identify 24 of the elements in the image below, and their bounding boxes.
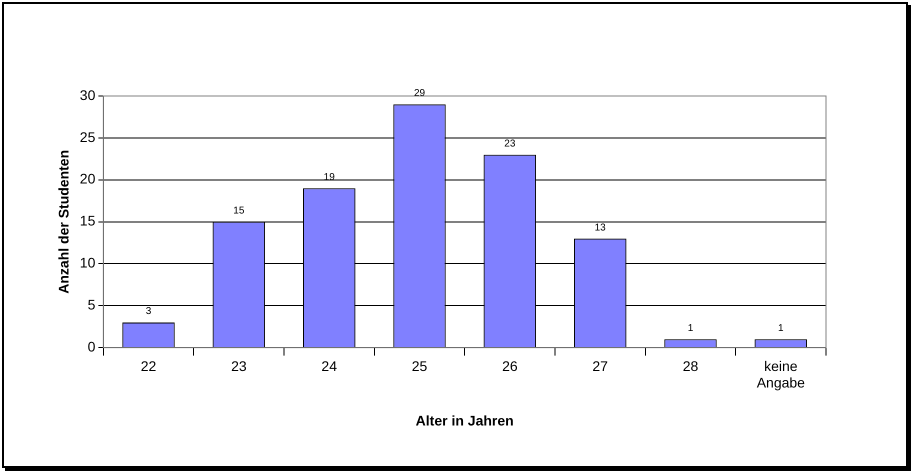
- data-label: 13: [594, 222, 606, 234]
- data-label: 1: [688, 322, 694, 334]
- y-axis-title: Anzahl der Studenten: [55, 150, 72, 294]
- x-tick-label: 28: [682, 358, 699, 374]
- y-tick-label: 0: [88, 338, 96, 354]
- y-tick-label: 25: [80, 128, 96, 145]
- x-tick-label: keine Angabe: [756, 358, 806, 391]
- x-tick-label: 26: [502, 358, 518, 374]
- x-tick-label: 24: [321, 358, 338, 374]
- data-label: 3: [146, 306, 152, 318]
- data-label: 15: [233, 206, 245, 217]
- y-tick-label: 15: [80, 212, 96, 229]
- x-tick-label: 25: [412, 358, 428, 374]
- x-tick-label: 27: [592, 358, 608, 374]
- x-tick-label: 23: [231, 358, 247, 374]
- y-tick-label: 5: [88, 296, 96, 313]
- data-label: 29: [414, 88, 426, 100]
- y-tick-label: 10: [80, 254, 96, 271]
- x-axis-title: Alter in Jahren: [416, 412, 514, 428]
- y-tick-label: 30: [80, 86, 96, 103]
- data-label: 23: [504, 138, 516, 150]
- data-label: 1: [778, 322, 784, 334]
- x-tick-label: 22: [140, 358, 157, 374]
- y-tick-label: 20: [80, 170, 96, 187]
